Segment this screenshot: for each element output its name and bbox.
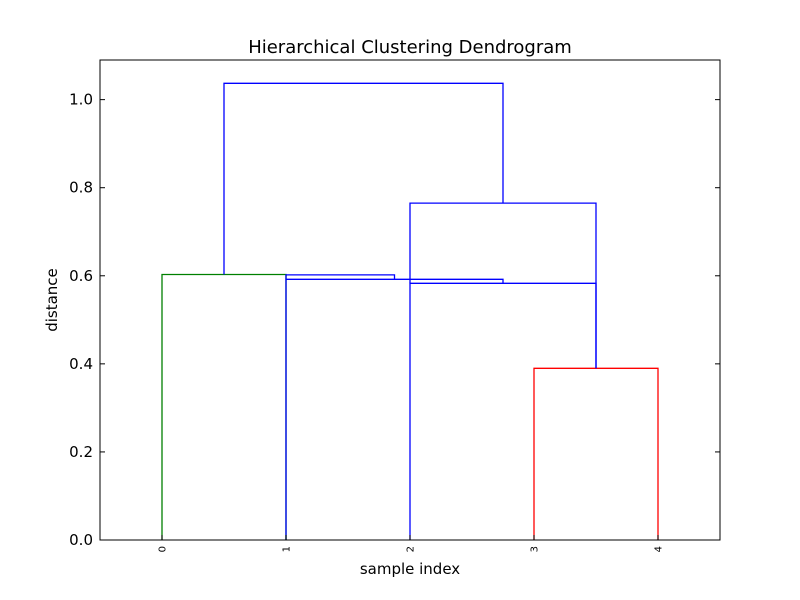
dendrogram-link-4 [285,274,396,280]
y-axis-label: distance [43,268,61,332]
chart-title: Hierarchical Clustering Dendrogram [248,37,572,58]
x-tick-label: 3 [530,546,541,552]
x-axis: 0 1 2 3 4 [158,535,665,552]
y-tick-label: 0.2 [69,443,93,461]
y-axis: 0.0 0.2 0.4 0.6 0.8 1.0 [69,91,720,549]
x-tick-label: 2 [406,546,417,552]
y-tick-label: 0.4 [69,355,93,373]
y-tick-label: 0.0 [69,531,93,549]
y-tick-label: 1.0 [69,91,93,109]
x-axis-label: sample index [360,560,460,578]
y-tick-label: 0.8 [69,179,93,197]
y-tick-label: 0.6 [69,267,93,285]
dendrogram-links [161,82,659,540]
x-tick-label: 4 [654,546,665,552]
x-tick-label: 1 [282,546,293,552]
dendrogram-link-6 [223,82,504,275]
x-tick-label: 0 [158,546,169,552]
